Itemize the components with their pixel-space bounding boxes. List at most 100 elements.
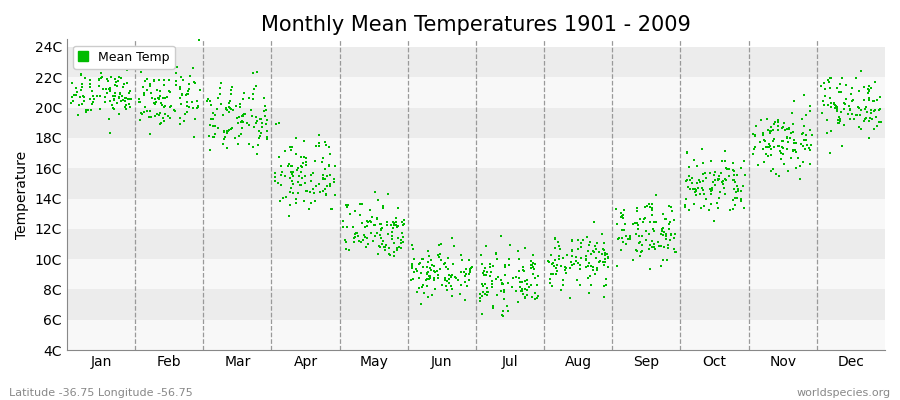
Point (434, 241, 448, 247)
Point (598, 250, 612, 256)
Point (814, 83, 828, 89)
Point (626, 257, 641, 263)
Point (422, 252, 436, 259)
Point (448, 274, 463, 280)
Point (291, 178, 305, 185)
Point (175, 92, 189, 98)
Point (756, 146, 770, 152)
Point (822, 79, 836, 85)
Point (499, 262, 513, 268)
Point (716, 180, 731, 187)
Point (554, 246, 568, 252)
Point (338, 239, 353, 245)
Point (564, 262, 579, 268)
Point (115, 84, 130, 90)
Point (155, 102, 169, 108)
Point (512, 274, 526, 281)
Text: Latitude -36.75 Longitude -56.75: Latitude -36.75 Longitude -56.75 (9, 388, 193, 398)
Point (543, 279, 557, 286)
Point (348, 231, 363, 237)
Point (586, 264, 600, 271)
Point (134, 110, 148, 116)
Point (705, 187, 719, 194)
Point (291, 165, 305, 171)
Point (180, 109, 194, 116)
Point (94, 93, 108, 99)
Point (347, 235, 362, 241)
Point (581, 290, 596, 296)
Point (491, 273, 505, 280)
Point (556, 277, 571, 284)
Point (206, 110, 220, 117)
Point (786, 148, 800, 154)
Point (143, 90, 157, 96)
Point (574, 240, 589, 246)
Point (480, 269, 494, 276)
Point (729, 189, 743, 195)
Point (293, 182, 308, 188)
Point (385, 236, 400, 242)
Point (204, 116, 219, 122)
Point (122, 90, 137, 96)
Point (806, 132, 820, 138)
Point (181, 88, 195, 94)
Point (328, 162, 342, 169)
Point (867, 108, 881, 114)
Point (529, 282, 544, 288)
Point (709, 200, 724, 206)
Point (65, 80, 79, 86)
Point (770, 143, 785, 149)
Point (823, 85, 837, 92)
Point (137, 90, 151, 96)
Point (593, 258, 608, 264)
Point (91, 83, 105, 89)
Point (643, 266, 657, 272)
Point (705, 185, 719, 191)
Point (299, 162, 313, 168)
Point (746, 131, 760, 138)
Point (122, 96, 137, 102)
Point (544, 261, 559, 268)
Point (387, 240, 401, 246)
Point (389, 214, 403, 221)
Point (665, 208, 680, 214)
Point (865, 116, 879, 122)
Point (164, 102, 178, 109)
Point (394, 245, 409, 251)
Point (428, 269, 442, 276)
Point (776, 151, 790, 158)
Point (472, 291, 487, 298)
Point (168, 78, 183, 84)
Point (120, 80, 134, 86)
Point (598, 252, 612, 258)
Point (679, 178, 693, 184)
Point (565, 262, 580, 269)
Point (352, 237, 366, 244)
Point (595, 251, 609, 258)
Point (573, 282, 588, 288)
Point (587, 248, 601, 255)
Point (256, 95, 271, 101)
Point (406, 276, 420, 283)
Point (828, 102, 842, 108)
Point (526, 264, 540, 270)
Point (863, 115, 878, 122)
Point (308, 198, 322, 204)
Point (793, 176, 807, 182)
Point (143, 131, 157, 138)
Point (629, 219, 643, 226)
Point (355, 220, 369, 227)
Point (581, 262, 596, 269)
Point (284, 178, 299, 184)
Point (375, 241, 390, 247)
Point (766, 127, 780, 134)
Point (283, 202, 297, 208)
Point (686, 186, 700, 192)
Point (770, 171, 784, 177)
Point (315, 159, 329, 166)
Point (770, 127, 785, 133)
Point (136, 84, 150, 90)
Point (312, 181, 327, 188)
Point (588, 271, 602, 278)
Point (122, 96, 136, 102)
